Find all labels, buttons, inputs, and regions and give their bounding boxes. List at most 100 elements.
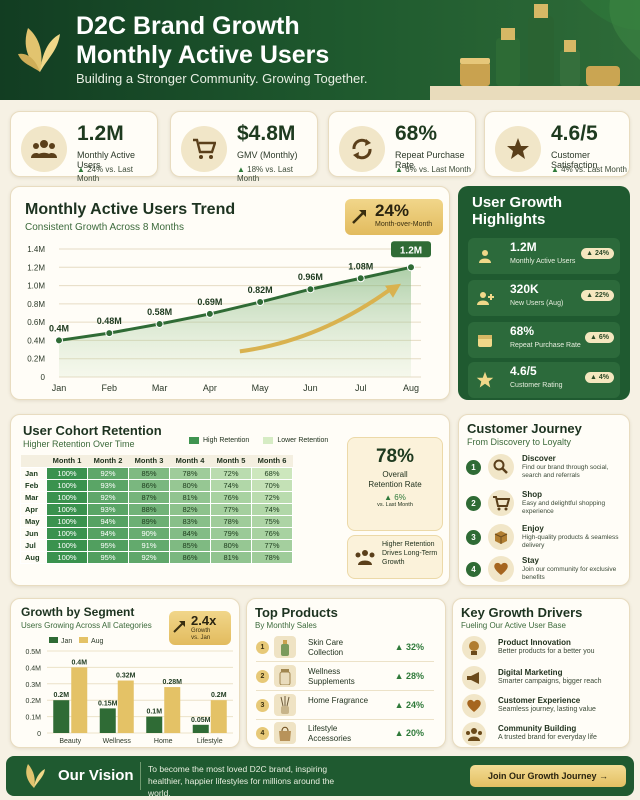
mom-badge-label: Month-over-Month	[375, 221, 433, 228]
driver-title: Digital Marketing	[498, 668, 563, 677]
driver-desc: A trusted brand for everyday life	[498, 734, 597, 741]
product-rank: 2	[256, 670, 269, 683]
y-tick-label: 0.2M	[25, 698, 41, 705]
product-growth: ▲ 28%	[394, 671, 424, 681]
cohort-row: Apr 100% 93% 88% 82% 77% 74%	[20, 502, 293, 516]
skincare-icon	[274, 636, 296, 658]
product-rank: 4	[256, 727, 269, 740]
driver-item: Customer Experience Seamless journey, la…	[462, 694, 627, 720]
driver-desc: Better products for a better you	[498, 648, 595, 655]
highlights-title: User Growth Highlights	[472, 194, 563, 228]
cohort-cell: 70%	[251, 478, 293, 492]
cohort-row-label: Jun	[20, 526, 47, 540]
cohort-cell: 93%	[87, 478, 129, 492]
y-tick-label: 0.6M	[27, 318, 45, 327]
up-arrow-icon: ▲	[237, 165, 245, 174]
cohort-row-label: Aug	[20, 550, 47, 564]
kpi-value: 1.2M	[77, 122, 124, 145]
calendar-icon	[474, 329, 496, 351]
segment-bar-chart: Jan Aug 0 0.1M 0.2M 0.3M 0.4M 0.5M 0.2M 0.4M Beaut…	[25, 637, 233, 745]
cohort-row-label: Jan	[20, 466, 47, 480]
product-name: Wellness Supplements	[308, 667, 355, 686]
cohort-cell: 100%	[46, 478, 88, 492]
segment-title: Growth by Segment	[21, 605, 135, 619]
product-rank: 1	[256, 641, 269, 654]
up-arrow-icon: ▲	[395, 165, 403, 174]
highlight-item: 68% Repeat Purchase Rate ▲ 6%	[468, 322, 620, 358]
product-name: Lifestyle Accessories	[308, 724, 352, 743]
user-growth-highlights: User Growth Highlights 1.2M Monthly Acti…	[458, 186, 630, 400]
kpi-label: Monthly Active Users	[77, 150, 136, 170]
cohort-cell: 79%	[210, 526, 252, 540]
cohort-title: User Cohort Retention	[23, 423, 162, 438]
cohort-row-label: May	[20, 514, 47, 528]
cohort-row-label: Feb	[20, 478, 47, 492]
cohort-cell: 68%	[251, 466, 293, 480]
highlight-label: Customer Rating	[510, 382, 563, 389]
cohort-table: Month 1 Month 2 Month 3 Month 4 Month 5 Month…	[20, 455, 293, 564]
cohort-cell: 89%	[128, 514, 170, 528]
y-tick-label: 0	[41, 373, 46, 382]
driver-desc: Seamless journey, lasting value	[498, 706, 596, 713]
y-tick-label: 1.4M	[27, 245, 45, 254]
kpi-label: GMV (Monthly)	[237, 150, 298, 160]
cohort-cell: 81%	[210, 550, 252, 564]
step-desc: High-quality products & seamless deliver…	[522, 534, 619, 549]
data-label: 0.96M	[298, 272, 323, 282]
bar	[146, 716, 163, 733]
data-point	[55, 336, 63, 345]
cohort-cell: 87%	[128, 490, 170, 504]
bar	[117, 680, 134, 733]
highlight-label: Repeat Purchase Rate	[510, 342, 581, 349]
kpi-card-repeat: 68% Repeat Purchase Rate ▲ 6% vs. Last M…	[328, 111, 476, 177]
legend-high: High Retention	[203, 437, 250, 444]
data-point	[105, 329, 114, 338]
cohort-corner	[20, 455, 47, 467]
data-label: 0.82M	[248, 285, 273, 295]
cohort-row: Mar 100% 92% 87% 81% 76% 72%	[20, 490, 293, 504]
step-desc: Join our community for exclusive benefit…	[522, 566, 617, 581]
cohort-cell: 93%	[87, 502, 129, 516]
cohort-cell: 75%	[251, 514, 293, 528]
cohort-cell: 100%	[46, 514, 88, 528]
join-growth-journey-button[interactable]: Join Our Growth Journey →	[470, 765, 626, 787]
highlight-label: New Users (Aug)	[510, 300, 564, 307]
legend-low: Lower Retention	[277, 437, 329, 444]
y-tick-label: 1.2M	[27, 263, 45, 272]
trend-title: Monthly Active Users Trend	[25, 201, 236, 218]
x-tick-label: Lifestyle	[197, 738, 223, 745]
product-row: 2 Wellness Supplements ▲ 28%	[256, 663, 434, 691]
cohort-col-header: Month 1	[46, 455, 88, 467]
cohort-row-label: Mar	[20, 490, 47, 504]
highlight-item: 320K New Users (Aug) ▲ 22%	[468, 280, 620, 316]
data-label: 0.4M	[49, 323, 69, 333]
drivers-title: Key Growth Drivers	[461, 605, 583, 620]
step-number: 1	[466, 460, 481, 475]
cohort-cell: 78%	[251, 550, 293, 564]
cohort-col-header: Month 3	[128, 455, 170, 467]
growth-arrow-decoration	[239, 285, 395, 354]
kpi-card-gmv: $4.8M GMV (Monthly) ▲ 18% vs. Last Month	[170, 111, 318, 183]
kpi-change: ▲ 24% vs. Last Month	[77, 165, 133, 183]
y-tick-label: 0.1M	[25, 715, 41, 722]
journey-title: Customer Journey	[467, 421, 582, 436]
x-tick-label: Feb	[102, 383, 118, 393]
series-line	[58, 265, 412, 342]
growth-arrow-icon	[352, 210, 366, 224]
cohort-cell: 72%	[210, 466, 252, 480]
lightbulb-icon	[462, 636, 486, 660]
step-number: 3	[466, 530, 481, 545]
growth-by-segment-card: Growth by Segment Users Growing Across A…	[10, 598, 240, 748]
retention-note-box: Higher Retention Drives Long-Term Growth	[347, 535, 443, 579]
kpi-change: ▲ 4% vs. Last Month	[551, 165, 627, 174]
legend-swatch	[79, 637, 88, 643]
heart-hand-icon	[462, 694, 486, 718]
cohort-cell: 77%	[251, 538, 293, 552]
users-icon	[355, 550, 375, 565]
mom-badge-value: 24%	[375, 201, 410, 220]
product-bottles-illustration	[430, 0, 640, 100]
highlight-item: 1.2M Monthly Active Users ▲ 24%	[468, 238, 620, 274]
step-desc: Find our brand through social, search an…	[522, 464, 609, 479]
step-title: Discover	[522, 454, 556, 463]
cohort-cell: 77%	[210, 502, 252, 516]
